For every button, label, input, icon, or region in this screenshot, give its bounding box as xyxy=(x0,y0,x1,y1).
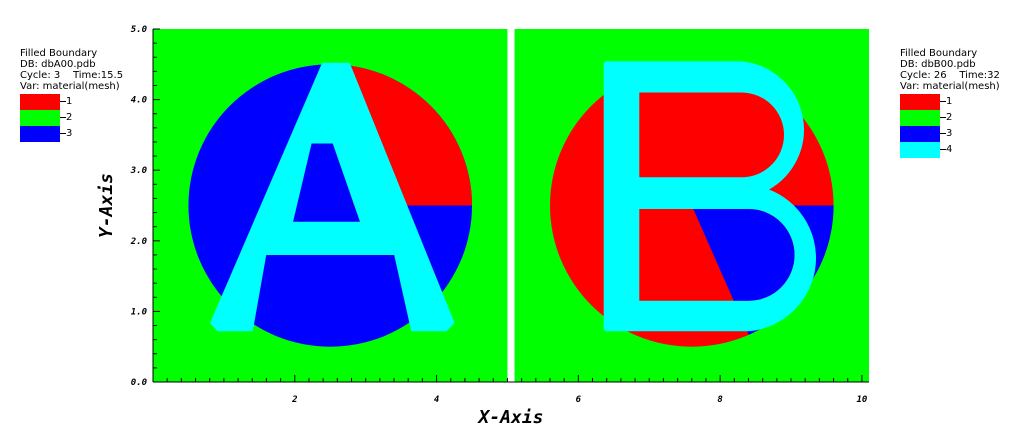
legend-cycle: Cycle: 3 xyxy=(20,70,61,81)
legend-tick xyxy=(940,101,946,102)
y-tick-label: 1.0 xyxy=(131,307,148,317)
legend-tick xyxy=(940,149,946,150)
y-tick-label: 5.0 xyxy=(131,25,148,35)
legend-tick xyxy=(60,133,66,134)
letter-b-upper-counter xyxy=(639,92,785,178)
legend-item: 3 xyxy=(20,126,123,142)
legend-label: 1 xyxy=(66,96,73,107)
legend-swatch xyxy=(20,126,60,142)
legend-swatch xyxy=(20,110,60,126)
legend-item: 2 xyxy=(900,110,1000,126)
legend-var: Var: material(mesh) xyxy=(20,81,120,92)
x-tick-label: 4 xyxy=(434,395,439,405)
legend-right: Filled Boundary DB: dbB00.pdb Cycle: 26 … xyxy=(900,48,1000,158)
legend-cycle: Cycle: 26 xyxy=(900,70,947,81)
legend-swatch xyxy=(900,94,940,110)
legend-tick xyxy=(60,117,66,118)
legend-label: 3 xyxy=(946,128,953,139)
legend-tick xyxy=(940,133,946,134)
x-tick-label: 2 xyxy=(291,395,297,405)
legend-item: 2 xyxy=(20,110,123,126)
legend-swatch xyxy=(900,126,940,142)
x-tick-label: 8 xyxy=(717,395,722,405)
legend-cycle-time: Cycle: 3 Time:15.5 xyxy=(20,70,123,81)
letter-b-lower-counter xyxy=(639,209,795,301)
legend-label: 4 xyxy=(946,144,953,155)
letter-b-lower-counter-blue xyxy=(691,209,795,301)
y-tick-label: 3.0 xyxy=(130,166,148,176)
legend-swatch xyxy=(900,142,940,158)
y-axis-title: Y-Axis xyxy=(96,173,117,238)
legend-item: 1 xyxy=(20,94,123,110)
x-tick-label: 6 xyxy=(576,395,582,405)
legend-item: 4 xyxy=(900,142,1000,158)
legend-item: 3 xyxy=(900,126,1000,142)
legend-tick xyxy=(940,117,946,118)
legend-swatches: 1 2 3 4 xyxy=(900,94,1000,158)
y-tick-label: 4.0 xyxy=(131,96,148,106)
legend-left: Filled Boundary DB: dbA00.pdb Cycle: 3 T… xyxy=(20,48,123,142)
legend-label: 2 xyxy=(946,112,953,123)
legend-tick xyxy=(60,101,66,102)
legend-time: Time:32 xyxy=(959,70,1000,81)
legend-plot-name: Filled Boundary xyxy=(900,48,978,59)
y-tick-label: 0.0 xyxy=(131,378,148,388)
legend-db: DB: dbA00.pdb xyxy=(20,59,96,70)
legend-cycle-time: Cycle: 26 Time:32 xyxy=(900,70,1000,81)
legend-time: Time:15.5 xyxy=(72,70,124,81)
legend-plot-name: Filled Boundary xyxy=(20,48,98,59)
legend-db: DB: dbB00.pdb xyxy=(900,59,976,70)
letter-a xyxy=(210,62,455,332)
legend-swatch xyxy=(20,94,60,110)
legend-label: 3 xyxy=(66,128,73,139)
y-tick-label: 2.0 xyxy=(130,237,148,247)
x-tick-label: 10 xyxy=(856,395,867,405)
legend-item: 1 xyxy=(900,94,1000,110)
x-axis-title: X-Axis xyxy=(476,407,543,428)
legend-label: 1 xyxy=(946,96,953,107)
legend-label: 2 xyxy=(66,112,73,123)
legend-swatches: 1 2 3 xyxy=(20,94,123,142)
legend-swatch xyxy=(900,110,940,126)
legend-var: Var: material(mesh) xyxy=(900,81,1000,92)
